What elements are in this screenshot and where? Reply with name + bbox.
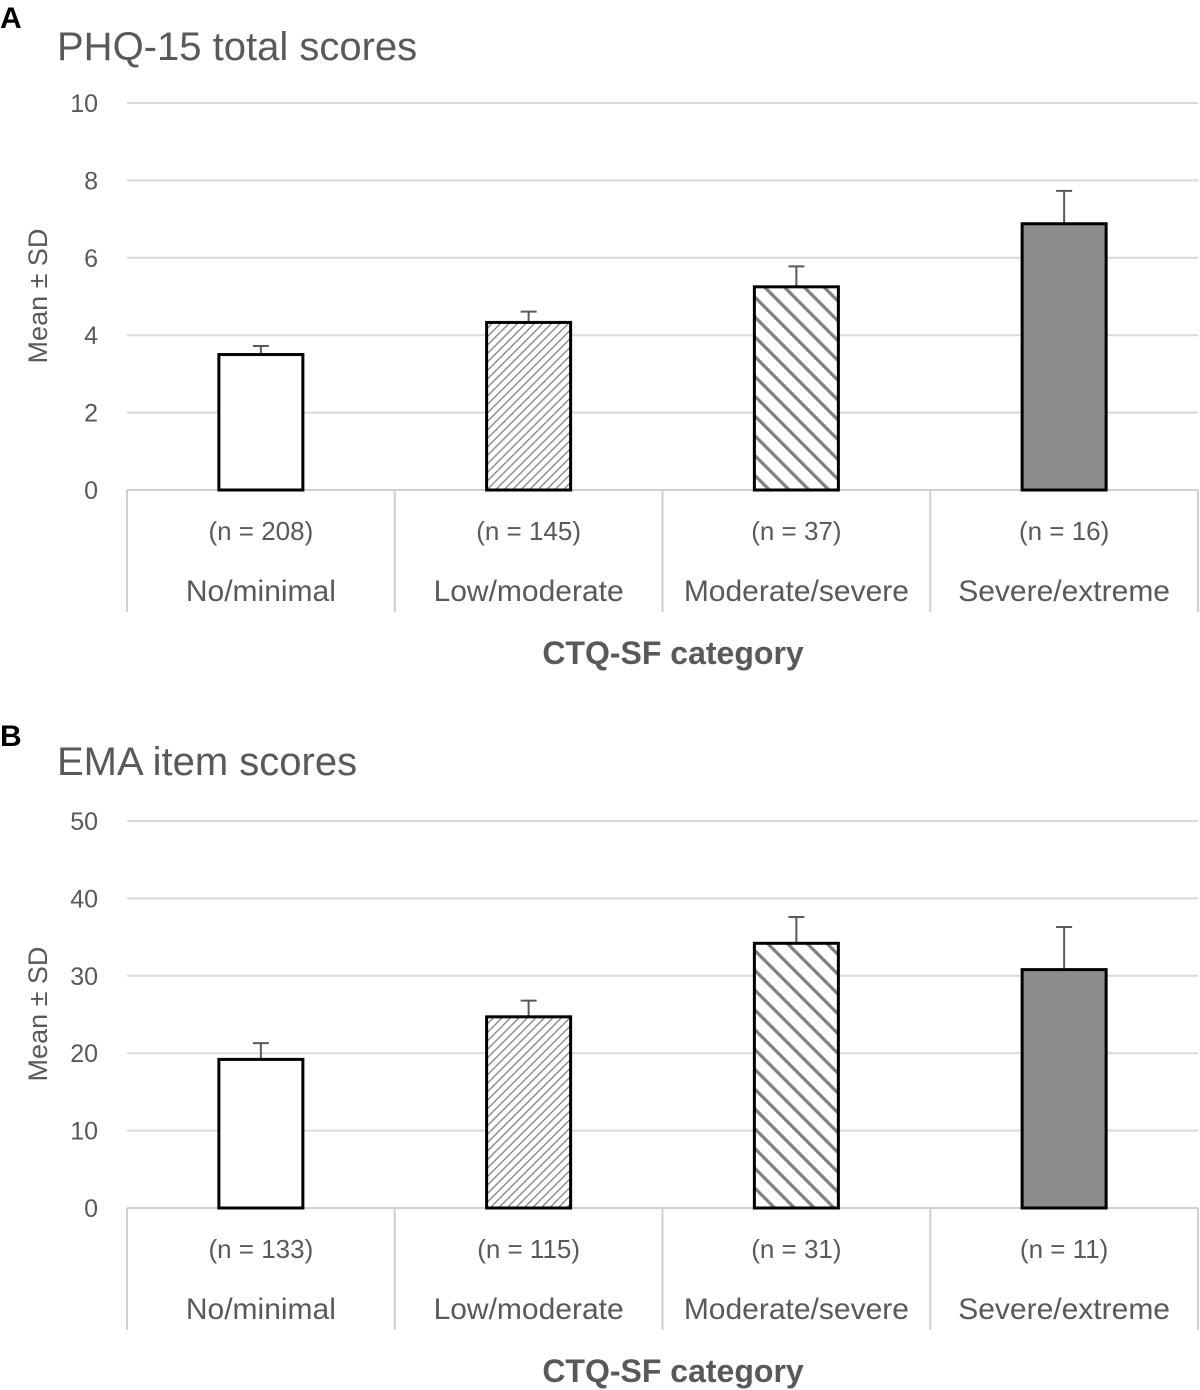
category-label: Severe/extreme bbox=[958, 1293, 1170, 1326]
bar-4 bbox=[1020, 968, 1108, 1210]
category-label: No/minimal bbox=[186, 1293, 336, 1326]
sample-size-label: (n = 145) bbox=[476, 516, 581, 546]
bar-1 bbox=[217, 1057, 305, 1210]
x-axis-label: CTQ-SF category bbox=[542, 635, 804, 671]
y-tick-label: 40 bbox=[70, 885, 98, 913]
chart-title: PHQ-15 total scores bbox=[57, 25, 417, 69]
bar-3 bbox=[752, 941, 840, 1210]
y-tick-label: 30 bbox=[70, 963, 98, 991]
y-axis-label: Mean ± SD bbox=[23, 229, 53, 364]
y-tick-label: 20 bbox=[70, 1040, 98, 1068]
y-tick-label: 4 bbox=[84, 322, 98, 350]
bar-2 bbox=[485, 1015, 573, 1210]
category-label: Moderate/severe bbox=[684, 1293, 909, 1326]
x-axis-label: CTQ-SF category bbox=[542, 1353, 804, 1389]
y-tick-label: 10 bbox=[70, 90, 98, 118]
panel-letter: B bbox=[0, 720, 22, 753]
category-label: Severe/extreme bbox=[958, 575, 1170, 608]
category-label: Low/moderate bbox=[434, 575, 624, 608]
y-tick-label: 8 bbox=[84, 167, 98, 195]
panel-letter: A bbox=[0, 2, 22, 35]
y-tick-label: 10 bbox=[70, 1118, 98, 1146]
y-tick-label: 50 bbox=[70, 808, 98, 836]
sample-size-label: (n = 133) bbox=[208, 1234, 313, 1264]
sample-size-label: (n = 115) bbox=[477, 1234, 580, 1264]
category-label: No/minimal bbox=[186, 575, 336, 608]
sample-size-label: (n = 208) bbox=[208, 516, 313, 546]
sample-size-label: (n = 31) bbox=[751, 1234, 841, 1264]
y-tick-label: 6 bbox=[84, 245, 98, 273]
sample-size-label: (n = 37) bbox=[751, 516, 841, 546]
chart-title: EMA item scores bbox=[57, 740, 357, 784]
category-label: Low/moderate bbox=[434, 1293, 624, 1326]
bar-1 bbox=[217, 353, 305, 492]
bar-3 bbox=[752, 285, 840, 492]
sample-size-label: (n = 16) bbox=[1019, 516, 1109, 546]
panel-a: A PHQ-15 total scores 0 2 4 6 8 10 Mean ± SD (n =… bbox=[0, 2, 1199, 671]
panel-b: B EMA item scores 0 10 20 30 40 50 Mean ± SD (n =… bbox=[0, 720, 1199, 1389]
y-axis-label: Mean ± SD bbox=[23, 947, 53, 1082]
y-tick-label: 0 bbox=[84, 1195, 98, 1223]
bar-4 bbox=[1020, 222, 1108, 492]
y-tick-label: 0 bbox=[84, 477, 98, 505]
bar-2 bbox=[485, 320, 573, 492]
sample-size-label: (n = 11) bbox=[1020, 1234, 1108, 1264]
category-label: Moderate/severe bbox=[684, 575, 909, 608]
y-tick-label: 2 bbox=[84, 400, 98, 428]
